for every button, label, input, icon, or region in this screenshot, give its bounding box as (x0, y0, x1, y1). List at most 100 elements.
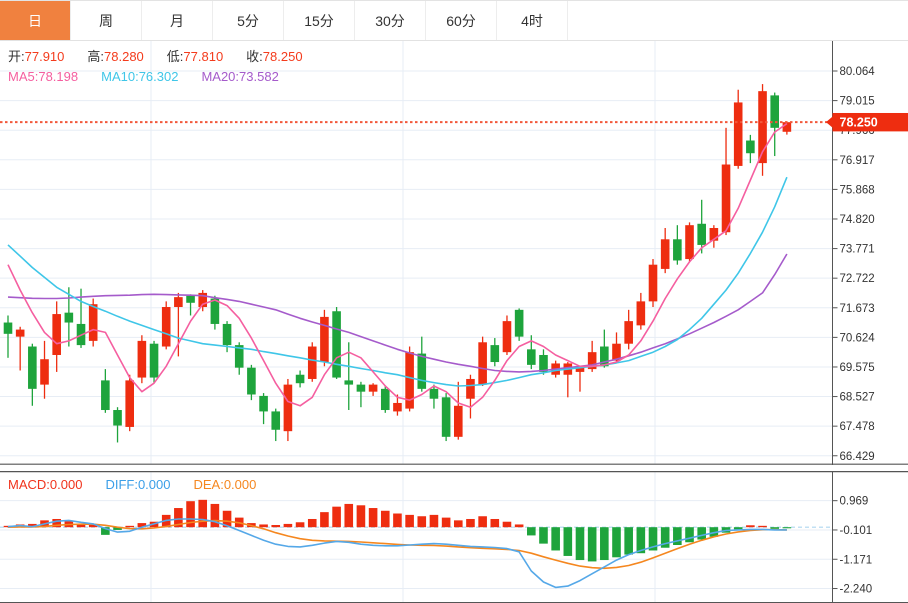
candle-body (624, 321, 633, 344)
tab-15min[interactable]: 15分 (284, 1, 355, 40)
macd-bar (52, 518, 61, 528)
candle-body (88, 304, 98, 341)
macd-bar (539, 527, 548, 544)
macd-bar (344, 503, 354, 528)
tab-week[interactable]: 周 (71, 1, 142, 40)
candle-body (600, 346, 609, 367)
candle-body (758, 91, 767, 164)
candle-body (782, 122, 792, 132)
tab-30min[interactable]: 30分 (355, 1, 426, 40)
candle-body (697, 223, 706, 245)
macd-bar (758, 525, 767, 528)
candle-body (113, 410, 122, 426)
macd-bar (502, 521, 512, 528)
diff-value: 0.000 (137, 477, 171, 492)
macd-bar (283, 523, 293, 528)
tab-4hour[interactable]: 4时 (497, 1, 568, 40)
ma-ma10: MA10:76.302 (101, 69, 178, 84)
price-tick-label: 76.917 (840, 155, 875, 167)
candlestick-chart[interactable]: 80.06479.01577.96676.91775.86874.82073.7… (0, 41, 908, 465)
ma5-label: MA5: (8, 69, 39, 84)
open-label: 开: (8, 49, 25, 64)
ma5-line (7, 122, 788, 409)
macd-bar (551, 527, 560, 551)
candle-body (295, 374, 305, 384)
macd-bar (453, 520, 463, 528)
macd-bar (76, 523, 86, 528)
candle-body (125, 380, 134, 427)
macd-macd: MACD:0.000 (8, 477, 82, 492)
candle-body (502, 321, 512, 353)
macd-panel[interactable]: 0.969 -0.101 -1.171 -2.240 (0, 471, 908, 603)
macd-bar (563, 527, 573, 556)
price-tick-label: 79.015 (840, 96, 875, 108)
macd-legend: MACD:0.000 DIFF:0.000 DEA:0.000 (8, 475, 279, 495)
candle-body (161, 307, 171, 347)
candle-body (770, 95, 780, 128)
macd-bar (295, 522, 305, 528)
candle-body (52, 314, 61, 355)
candle-body (429, 388, 439, 399)
macd-bar (782, 527, 792, 529)
dea-label: DEA: (193, 477, 224, 492)
candle-body (344, 380, 354, 385)
candle-body (247, 367, 256, 395)
candle-body (198, 292, 208, 308)
macd-bar (733, 527, 743, 530)
macd-bar (575, 527, 585, 561)
macd-bar (88, 524, 98, 528)
macd-bar (478, 516, 487, 528)
macd-bar (393, 513, 402, 528)
macd-bar (660, 527, 670, 548)
candle-body (441, 397, 451, 437)
candle-body (636, 301, 646, 326)
price-tick-label: 70.624 (840, 332, 876, 344)
candle-body (648, 264, 658, 302)
ma-ma20: MA20:73.582 (201, 69, 278, 84)
price-tick-label: 73.771 (840, 244, 875, 256)
candle-body (746, 140, 755, 154)
price-tick-label: 74.820 (840, 214, 875, 226)
candle-body (721, 164, 731, 233)
tab-5min[interactable]: 5分 (213, 1, 284, 40)
close-value: 78.250 (262, 49, 303, 64)
candle-body (283, 384, 293, 432)
macd-dea: DEA:0.000 (193, 477, 256, 492)
macd-value: 0.000 (49, 477, 83, 492)
macd-bar (101, 527, 110, 535)
tab-day[interactable]: 日 (0, 1, 71, 40)
tab-60min[interactable]: 60分 (426, 1, 497, 40)
macd-bar (174, 508, 183, 528)
macd-bar (417, 516, 427, 528)
macd-gridlines (0, 471, 833, 602)
candle-body (417, 353, 427, 389)
price-tick-label: 72.722 (840, 273, 875, 285)
ma20-line (7, 253, 788, 373)
candle-body (612, 343, 621, 361)
price-tick-label: 71.673 (840, 303, 875, 315)
current-price-label: 78.250 (840, 116, 878, 130)
candle-body (673, 239, 682, 261)
macd-tick-label: -0.101 (840, 525, 873, 537)
macd-bar (527, 527, 536, 536)
candle-body (186, 295, 195, 303)
macd-histogram[interactable] (3, 499, 792, 562)
macd-bar (429, 514, 439, 528)
candle-body (64, 312, 74, 323)
ma20-label: MA20: (201, 69, 240, 84)
macd-bar (612, 527, 621, 558)
candle-body (539, 354, 548, 372)
candle-body (405, 352, 414, 409)
macd-bar (210, 503, 220, 528)
candle-body (587, 352, 597, 370)
candle-body (368, 384, 378, 392)
tab-month[interactable]: 月 (142, 1, 213, 40)
macd-bar (648, 527, 658, 551)
macd-bar (697, 527, 706, 540)
candle-body (685, 225, 694, 260)
candle-body (137, 340, 147, 378)
candles[interactable] (3, 84, 792, 443)
macd-tick-label: -2.240 (840, 584, 873, 596)
price-tick-label: 80.064 (840, 66, 876, 78)
